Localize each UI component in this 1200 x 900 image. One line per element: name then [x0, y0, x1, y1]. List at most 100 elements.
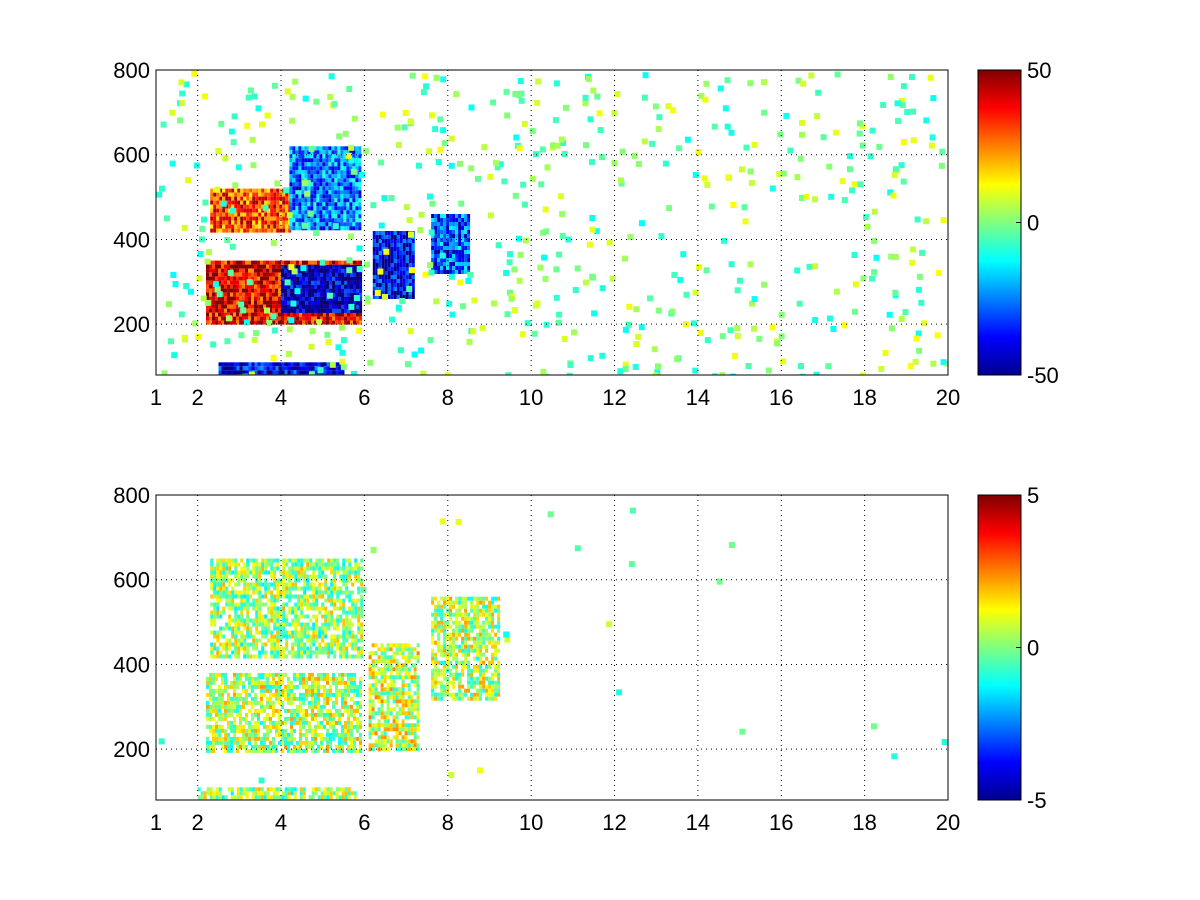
heatmap-cell: [294, 594, 298, 599]
heatmap-cell: [216, 562, 220, 567]
heatmap-cell: [335, 312, 338, 317]
heatmap-cell: [316, 170, 320, 175]
heatmap-cell: [237, 220, 241, 225]
heatmap-cell: [408, 251, 412, 255]
heatmap-cell: [308, 343, 315, 350]
heatmap-cell: [333, 570, 337, 575]
heatmap-cell: [399, 247, 403, 251]
heatmap-cell: [393, 283, 397, 287]
heatmap-cell: [306, 654, 310, 659]
heatmap-cell: [898, 162, 905, 169]
heatmap-cell: [212, 272, 215, 277]
heatmap-cell: [728, 129, 735, 136]
heatmap-cell: [888, 325, 895, 332]
heatmap-cell: [332, 366, 336, 371]
heatmap-cell: [216, 610, 220, 615]
heatmap-cell: [282, 650, 286, 655]
heatmap-cell: [206, 676, 209, 681]
heatmap-cell: [317, 692, 320, 697]
heatmap-cell: [319, 166, 323, 171]
heatmap-cell: [260, 736, 263, 741]
heatmap-cell: [318, 570, 322, 575]
heatmap-cell: [307, 206, 311, 211]
heatmap-cell: [290, 736, 293, 741]
heatmap-cell: [210, 578, 214, 583]
heatmap-cell: [353, 736, 356, 741]
heatmap-cell: [314, 276, 318, 281]
heatmap-cell: [343, 174, 347, 179]
heatmap-cell: [291, 574, 295, 579]
heatmap-cell: [323, 688, 326, 693]
heatmap-cell: [257, 260, 260, 265]
heatmap-cell: [380, 695, 384, 700]
heatmap-cell: [255, 642, 259, 647]
heatmap-cell: [213, 610, 217, 615]
heatmap-cell: [246, 192, 250, 197]
heatmap-cell: [368, 663, 372, 668]
heatmap-cell: [377, 739, 381, 744]
heatmap-cell: [270, 216, 274, 221]
heatmap-cell: [227, 280, 230, 285]
heatmap-cell: [314, 724, 317, 729]
heatmap-cell: [295, 162, 299, 167]
heatmap-cell: [396, 287, 400, 291]
heatmap-cell: [390, 267, 394, 271]
heatmap-cell: [289, 190, 293, 195]
heatmap-cell: [319, 170, 323, 175]
heatmap-cell: [402, 271, 406, 275]
heatmap-cell: [302, 312, 305, 317]
heatmap-cell: [449, 270, 453, 274]
heatmap-cell: [295, 158, 299, 163]
heatmap-cell: [260, 680, 263, 685]
heatmap-cell: [230, 304, 233, 309]
heatmap-cell: [209, 716, 212, 721]
heatmap-cell: [251, 93, 258, 100]
heatmap-cell: [288, 590, 292, 595]
heatmap-cell: [224, 708, 227, 713]
heatmap-cell: [335, 688, 338, 693]
heatmap-cell: [399, 271, 403, 275]
heatmap-cell: [248, 276, 251, 281]
heatmap-cell: [346, 214, 350, 219]
heatmap-cell: [296, 740, 299, 745]
heatmap-cell: [231, 220, 235, 225]
heatmap-cell: [281, 260, 284, 265]
heatmap-cell: [320, 280, 324, 285]
heatmap-cell: [212, 700, 215, 705]
heatmap-cell: [316, 186, 320, 191]
heatmap-cell: [324, 646, 328, 651]
heatmap-cell: [294, 574, 298, 579]
heatmap-cell: [326, 308, 330, 313]
heatmap-cell: [295, 150, 299, 155]
heatmap-cell: [236, 276, 239, 281]
heatmap-cell: [239, 264, 242, 269]
heatmap-cell: [347, 732, 350, 737]
heatmap-cell: [212, 281, 219, 288]
heatmap-cell: [325, 210, 329, 215]
heatmap-cell: [338, 324, 345, 331]
heatmap-cell: [378, 222, 385, 229]
heatmap-cell: [346, 170, 350, 175]
heatmap-cell: [300, 598, 304, 603]
heatmap-cell: [287, 708, 290, 713]
heatmap-cell: [455, 266, 459, 270]
heatmap-cell: [275, 288, 278, 293]
heatmap-cell: [213, 192, 217, 197]
heatmap-cell: [464, 226, 468, 230]
heatmap-cell: [448, 273, 455, 280]
heatmap-cell: [324, 642, 328, 647]
heatmap-cell: [222, 220, 226, 225]
heatmap-cell: [234, 220, 238, 225]
heatmap-cell: [317, 300, 321, 305]
heatmap-cell: [291, 562, 295, 567]
heatmap-cell: [237, 196, 241, 201]
heatmap-cell: [529, 128, 536, 134]
heatmap-cell: [867, 153, 874, 160]
heatmap-cell: [323, 676, 326, 681]
heatmap-cell: [507, 251, 514, 258]
heatmap-cell: [240, 614, 244, 619]
heatmap-cell: [317, 676, 320, 681]
heatmap-cell: [229, 243, 236, 250]
heatmap-cell: [317, 712, 320, 717]
heatmap-cell: [282, 558, 286, 563]
